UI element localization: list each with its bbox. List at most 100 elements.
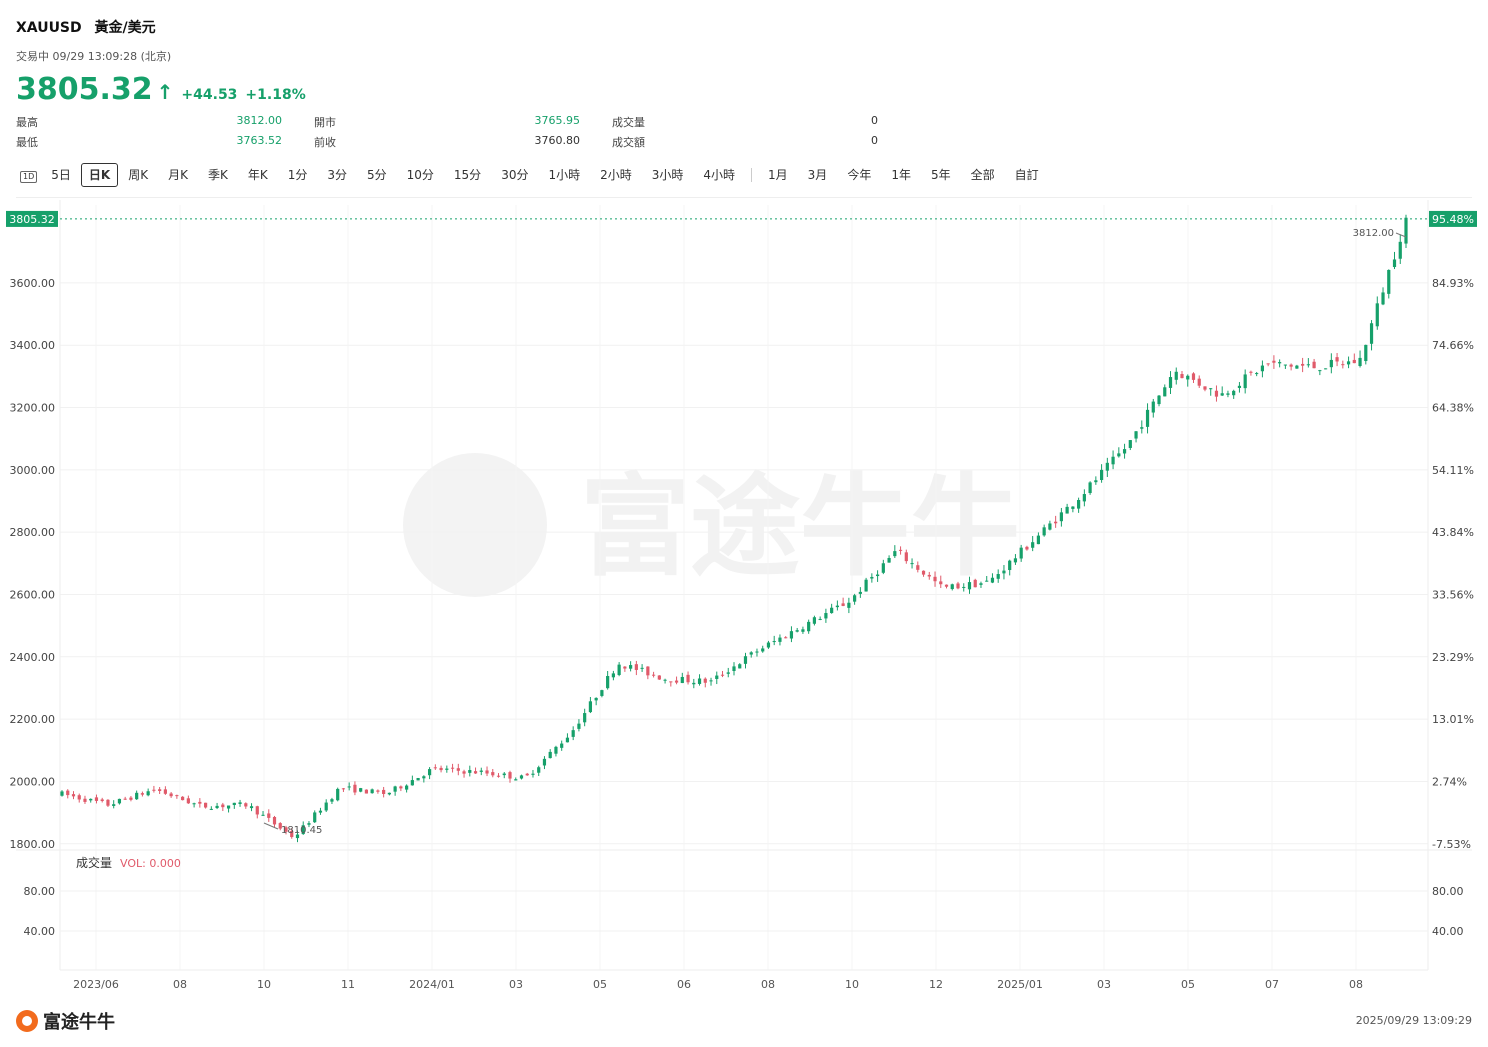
tab-5[interactable]: 月K [168,168,188,182]
candle-body [651,674,656,676]
tab-9[interactable]: 3分 [327,168,347,182]
candle-body [77,795,81,800]
tab-20[interactable]: 今年 [847,168,872,182]
tab-23[interactable]: 全部 [970,168,995,182]
y-right-tick-label: -7.53% [1432,838,1471,851]
symbol-name: 黃金/美元 [94,20,156,36]
candle-body [1255,373,1259,375]
volume-y-right-tick: 40.00 [1432,925,1464,938]
candle-body [244,803,248,807]
candle-body [468,770,472,773]
tab-19[interactable]: 3月 [807,168,828,182]
tab-4[interactable]: 周K [128,168,149,182]
tab-17[interactable]: 4小時 [703,168,736,182]
candle-body [697,678,702,684]
y-right-tick-label: 74.66% [1432,339,1474,352]
candle-body [927,574,931,577]
candle-body [382,789,386,794]
amount-label: 成交額 [612,136,645,149]
candle-body [1151,401,1155,413]
up-arrow-icon: ↑ [156,80,174,104]
candle-body [669,681,673,683]
candle-body [135,792,139,800]
candle-body [94,797,99,801]
candle-body [112,804,116,806]
price-chart[interactable]: 富途牛牛 3600.00 3400.00 3200.00 3000.00 2800.00 2… [0,0,1488,1000]
candle-body [738,664,742,669]
tab-8[interactable]: 1分 [287,168,308,182]
candle-body [393,786,397,792]
candle-body [1077,500,1081,509]
tab-21[interactable]: 1年 [891,168,911,182]
candle-body [732,666,736,671]
tab-6[interactable]: 季K [207,168,228,182]
candle-body [692,682,696,685]
tab-12[interactable]: 15分 [453,168,482,182]
candle-body [680,676,684,684]
candle-body [278,823,282,829]
x-tick-label: 2025/01 [997,978,1043,991]
y-tick-label: 3200.00 [10,402,56,415]
candle-body [450,767,455,769]
candle-body [893,551,897,557]
candle-body [807,621,811,632]
candle-body [1346,361,1351,365]
price-change-pct: +1.18% [245,87,306,103]
x-tick-label: 05 [593,978,607,991]
high-value: 3812.00 [236,114,283,127]
tab-3[interactable]: 日K [80,163,119,187]
tab-1[interactable]: 1D [16,164,41,186]
candle-body [255,806,259,815]
candle-body [944,584,949,587]
candle-body [979,583,983,585]
prev-close-value: 3760.80 [534,134,581,147]
candle-body [1163,387,1167,397]
candle-body [267,813,271,818]
candle-body [663,679,667,681]
x-tick-label: 2023/06 [73,978,119,991]
tab-7[interactable]: 年K [247,168,268,182]
tab-10[interactable]: 5分 [366,168,387,182]
candle-body [117,798,122,804]
candle-body [439,767,443,771]
tab-15[interactable]: 2小時 [600,168,632,182]
candle-body [186,798,190,804]
y-right-tick-label: 23.29% [1432,651,1474,664]
x-tick-label: 05 [1181,978,1195,991]
x-tick-label: 08 [173,978,187,991]
x-tick-label: 11 [341,978,355,991]
candle-body [129,797,133,800]
candle-body [485,770,489,774]
current-pct-label: 95.48% [1432,213,1474,226]
tab-18[interactable]: 1月 [768,168,788,182]
tab-2[interactable]: 5日 [51,168,71,182]
amount-value: 0 [871,134,878,147]
footer-timestamp: 2025/09/29 13:09:29 [1355,1014,1472,1027]
price-change: +44.53 [181,87,238,103]
candle-body [1278,362,1282,364]
candle-body [962,586,966,588]
candle-body [140,793,145,795]
x-tick-label: 03 [1097,978,1111,991]
candle-body [519,775,524,779]
candle-body [910,563,914,565]
tab-16[interactable]: 3小時 [651,168,684,182]
tab-11[interactable]: 10分 [406,168,434,182]
tab-22[interactable]: 5年 [930,168,951,182]
candle-body [347,786,351,788]
candle-body [89,798,93,801]
candle-body [743,656,748,664]
candle-body [1289,364,1293,367]
candle-body [629,665,633,669]
tab-13[interactable]: 30分 [501,168,529,182]
candle-body [445,768,449,770]
y-tick-label: 3000.00 [10,464,56,477]
candle-body [1352,359,1356,364]
candle-body [1002,570,1006,574]
candle-body [405,785,409,790]
candle-body [565,737,570,743]
tab-24[interactable]: 自訂 [1014,168,1039,182]
tab-14[interactable]: 1小時 [548,168,581,182]
divider [16,197,1472,198]
candle-body [473,771,478,774]
